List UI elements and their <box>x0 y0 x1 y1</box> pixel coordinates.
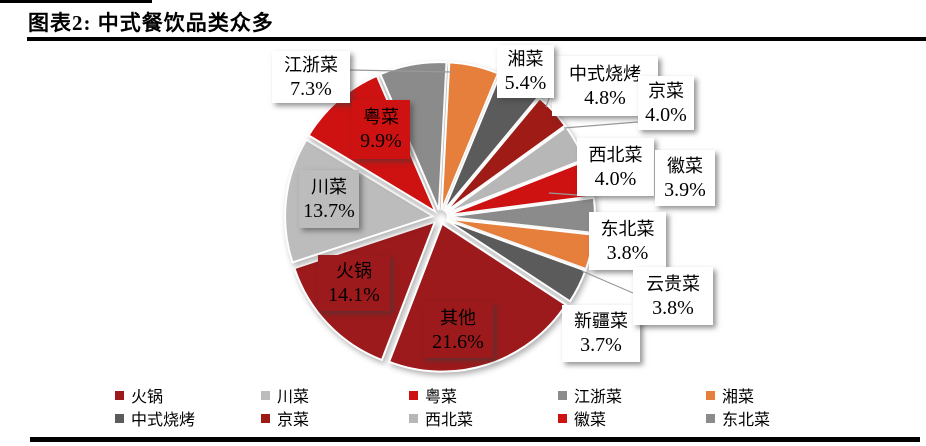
legend-swatch <box>409 390 418 400</box>
pie-data-label: 东北菜 3.8% <box>589 212 666 270</box>
pie-data-label: 西北菜 4.0% <box>577 138 654 196</box>
legend-swatch <box>115 390 124 400</box>
data-label-value: 21.6% <box>432 330 484 353</box>
leader-line-1 <box>349 69 453 73</box>
data-label-category: 其他 <box>440 307 476 328</box>
data-label-value: 14.1% <box>328 283 380 306</box>
data-label-category: 东北菜 <box>600 218 655 239</box>
legend-swatch <box>261 413 270 423</box>
data-label-value: 3.7% <box>580 334 622 356</box>
data-label-category: 新疆菜 <box>574 311 628 331</box>
data-label-value: 3.9% <box>664 178 706 201</box>
legend-item: 火锅 <box>115 386 164 406</box>
data-label-category: 中式烧烤 <box>569 63 641 84</box>
pie-data-label: 火锅 14.1% <box>318 255 390 311</box>
data-label-category: 徽菜 <box>667 155 703 176</box>
leader-line-3 <box>563 121 639 129</box>
pie-slice-4 <box>378 61 448 211</box>
legend-label: 江浙菜 <box>574 389 623 406</box>
legend-label: 中式烧烤 <box>131 412 196 429</box>
title-rule <box>27 37 926 41</box>
data-label-value: 7.3% <box>290 77 332 100</box>
data-label-category: 火锅 <box>336 260 372 281</box>
legend-swatch <box>558 413 567 423</box>
data-label-category: 江浙菜 <box>284 54 338 75</box>
legend-item: 江浙菜 <box>558 386 623 406</box>
pie-data-label: 粤菜 9.9% <box>352 100 410 159</box>
pie-data-label: 其他 21.6% <box>423 302 493 358</box>
legend-swatch <box>409 413 418 423</box>
legend-item: 西北菜 <box>409 409 474 429</box>
leader-line-4 <box>548 192 578 196</box>
data-label-category: 湘菜 <box>507 49 544 69</box>
pie-data-label: 云贵菜 3.8% <box>633 267 713 325</box>
legend-item: 粤菜 <box>409 386 458 406</box>
pie-data-label: 徽菜 3.9% <box>655 150 715 206</box>
pie-data-label: 湘菜 5.4% <box>497 45 554 98</box>
legend-label: 徽菜 <box>574 412 607 429</box>
data-label-value: 5.4% <box>504 72 547 94</box>
legend-item: 中式烧烤 <box>115 409 196 429</box>
page-title: 图表2: 中式餐饮品类众多 <box>28 11 274 35</box>
legend-swatch <box>706 413 715 423</box>
legend-item: 京菜 <box>261 409 310 429</box>
pie-data-label: 新疆菜 3.7% <box>562 305 640 362</box>
data-label-category: 云贵菜 <box>646 273 700 294</box>
data-label-value: 3.8% <box>606 241 649 264</box>
pie-data-label: 江浙菜 7.3% <box>272 51 350 103</box>
data-label-value: 13.7% <box>303 199 355 222</box>
legend-label: 东北菜 <box>722 412 771 429</box>
top-rule <box>0 0 152 3</box>
legend-swatch <box>706 390 715 400</box>
legend-label: 粤菜 <box>425 389 458 406</box>
legend-label: 京菜 <box>277 412 310 429</box>
legend-label: 湘菜 <box>722 389 755 406</box>
legend-swatch <box>261 390 270 400</box>
leader-line-5 <box>581 270 634 294</box>
data-label-value: 9.9% <box>360 130 402 152</box>
legend-swatch <box>558 390 567 400</box>
data-label-value: 4.8% <box>584 86 626 109</box>
pie-slice-12 <box>445 219 587 303</box>
data-label-value: 4.0% <box>645 103 687 126</box>
data-label-value: 4.0% <box>594 167 637 190</box>
legend-item: 川菜 <box>261 386 310 406</box>
legend-item: 湘菜 <box>706 386 755 406</box>
data-label-category: 京菜 <box>648 80 684 101</box>
legend-item: 东北菜 <box>706 409 771 429</box>
data-label-category: 粤菜 <box>363 107 399 127</box>
legend-swatch <box>115 413 124 423</box>
legend-label: 川菜 <box>277 389 310 406</box>
legend-item: 徽菜 <box>558 409 607 429</box>
data-label-category: 川菜 <box>311 176 347 197</box>
legend-label: 火锅 <box>131 389 164 406</box>
bottom-rule <box>30 437 920 442</box>
data-label-value: 3.8% <box>652 296 694 319</box>
pie-data-label: 川菜 13.7% <box>299 170 359 228</box>
pie-data-label: 京菜 4.0% <box>638 76 694 130</box>
data-label-category: 西北菜 <box>588 144 643 165</box>
legend-label: 西北菜 <box>425 412 474 429</box>
